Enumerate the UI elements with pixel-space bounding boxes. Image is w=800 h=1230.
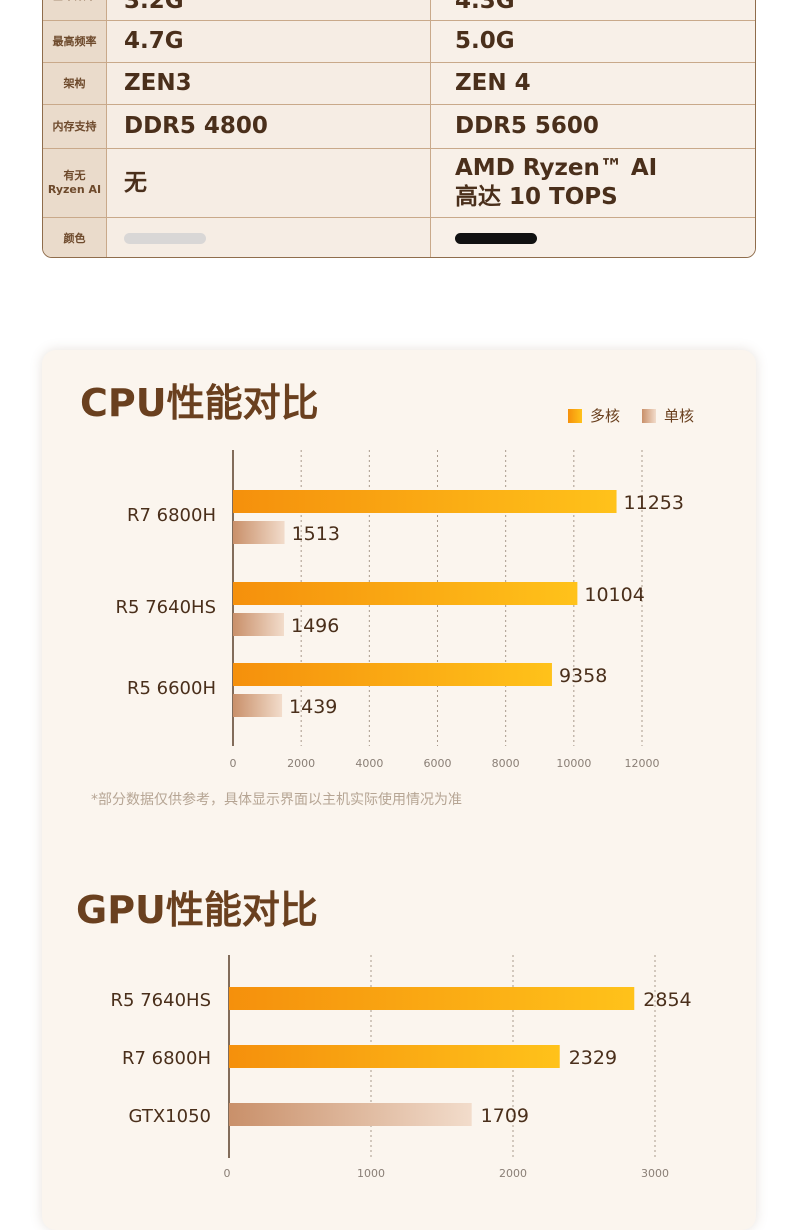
spec-value: 无 bbox=[107, 149, 431, 217]
category-label: GTX1050 bbox=[129, 1106, 211, 1127]
x-tick-label: 4000 bbox=[355, 757, 383, 770]
legend-label-single: 单核 bbox=[664, 407, 695, 425]
data-label: 2329 bbox=[569, 1047, 617, 1069]
cpu-chart: 0 2000 4000 6000 8000 10000 12000 R7 6800H 11253… bbox=[116, 450, 684, 770]
cpu-chart-title: CPU性能对比 bbox=[80, 381, 319, 425]
color-swatch-silver bbox=[124, 233, 206, 244]
bar bbox=[229, 1045, 560, 1068]
bar-multi-core bbox=[233, 663, 552, 686]
legend-swatch-single bbox=[642, 408, 657, 423]
category-label: R7 6800H bbox=[122, 1048, 211, 1069]
bar bbox=[229, 1103, 472, 1126]
spec-value: 4.7G bbox=[107, 21, 431, 62]
data-label: 11253 bbox=[624, 492, 684, 514]
gpu-chart-title: GPU性能对比 bbox=[76, 888, 318, 932]
category-label: R5 6600H bbox=[127, 678, 216, 699]
gpu-chart: 0 1000 2000 3000 R5 7640HS 2854 R7 6800H 2329 GT… bbox=[111, 955, 692, 1180]
spec-row-max-frequency: 最高频率 4.7G 5.0G bbox=[43, 21, 755, 63]
spec-value: 5.0G bbox=[431, 21, 755, 62]
category-label: R5 7640HS bbox=[111, 990, 211, 1011]
spec-label: 架构 bbox=[43, 63, 107, 104]
data-label: 1709 bbox=[481, 1105, 529, 1127]
legend-swatch-multi bbox=[568, 408, 582, 423]
data-label: 1439 bbox=[289, 696, 337, 718]
spec-label: 颜色 bbox=[43, 218, 107, 257]
data-label: 10104 bbox=[584, 584, 644, 606]
color-swatch-black bbox=[455, 233, 537, 244]
spec-row-architecture: 架构 ZEN3 ZEN 4 bbox=[43, 63, 755, 105]
bar-single-core bbox=[233, 521, 285, 544]
x-tick-label: 0 bbox=[224, 1167, 231, 1180]
spec-value: DDR5 4800 bbox=[107, 105, 431, 148]
legend-label-multi: 多核 bbox=[590, 407, 621, 425]
data-label: 1496 bbox=[291, 615, 339, 637]
x-tick-label: 3000 bbox=[641, 1167, 669, 1180]
bar-multi-core bbox=[233, 582, 578, 605]
spec-value: ZEN 4 bbox=[431, 63, 755, 104]
category-label: R5 7640HS bbox=[116, 597, 216, 618]
x-tick-label: 0 bbox=[230, 757, 237, 770]
spec-value: ZEN3 bbox=[107, 63, 431, 104]
spec-label: 有无 Ryzen AI bbox=[43, 149, 107, 217]
spec-value bbox=[107, 218, 431, 257]
x-tick-label: 12000 bbox=[625, 757, 660, 770]
bar bbox=[229, 987, 635, 1010]
cpu-legend: 多核 单核 bbox=[568, 405, 694, 426]
spec-label: 内存支持 bbox=[43, 105, 107, 148]
bar-multi-core bbox=[233, 490, 617, 513]
x-tick-label: 2000 bbox=[287, 757, 315, 770]
spec-row-memory: 内存支持 DDR5 4800 DDR5 5600 bbox=[43, 105, 755, 149]
disclaimer-note: *部分数据仅供参考，具体显示界面以主机实际使用情况为准 bbox=[91, 792, 462, 808]
spec-row-base-frequency: 基本频率 3.2G 4.3G bbox=[43, 0, 755, 21]
bar-single-core bbox=[233, 694, 283, 717]
x-tick-label: 10000 bbox=[556, 757, 591, 770]
x-tick-label: 2000 bbox=[499, 1167, 527, 1180]
data-label: 2854 bbox=[643, 989, 691, 1011]
spec-value: 4.3G bbox=[431, 0, 755, 20]
data-label: 1513 bbox=[292, 523, 340, 545]
bar-single-core bbox=[233, 613, 284, 636]
spec-value bbox=[431, 218, 755, 257]
x-tick-label: 8000 bbox=[492, 757, 520, 770]
spec-label: 最高频率 bbox=[43, 21, 107, 62]
spec-label: 基本频率 bbox=[43, 0, 107, 20]
spec-value: AMD Ryzen™ AI 高达 10 TOPS bbox=[431, 149, 755, 217]
spec-value: 3.2G bbox=[107, 0, 431, 20]
spec-table: 基本频率 3.2G 4.3G 最高频率 4.7G 5.0G 架构 ZEN3 ZE… bbox=[42, 0, 756, 258]
x-tick-label: 1000 bbox=[357, 1167, 385, 1180]
x-tick-label: 6000 bbox=[424, 757, 452, 770]
data-label: 9358 bbox=[559, 665, 607, 687]
spec-row-color: 颜色 bbox=[43, 218, 755, 257]
spec-row-ryzen-ai: 有无 Ryzen AI 无 AMD Ryzen™ AI 高达 10 TOPS bbox=[43, 149, 755, 218]
category-label: R7 6800H bbox=[127, 505, 216, 526]
spec-value: DDR5 5600 bbox=[431, 105, 755, 148]
